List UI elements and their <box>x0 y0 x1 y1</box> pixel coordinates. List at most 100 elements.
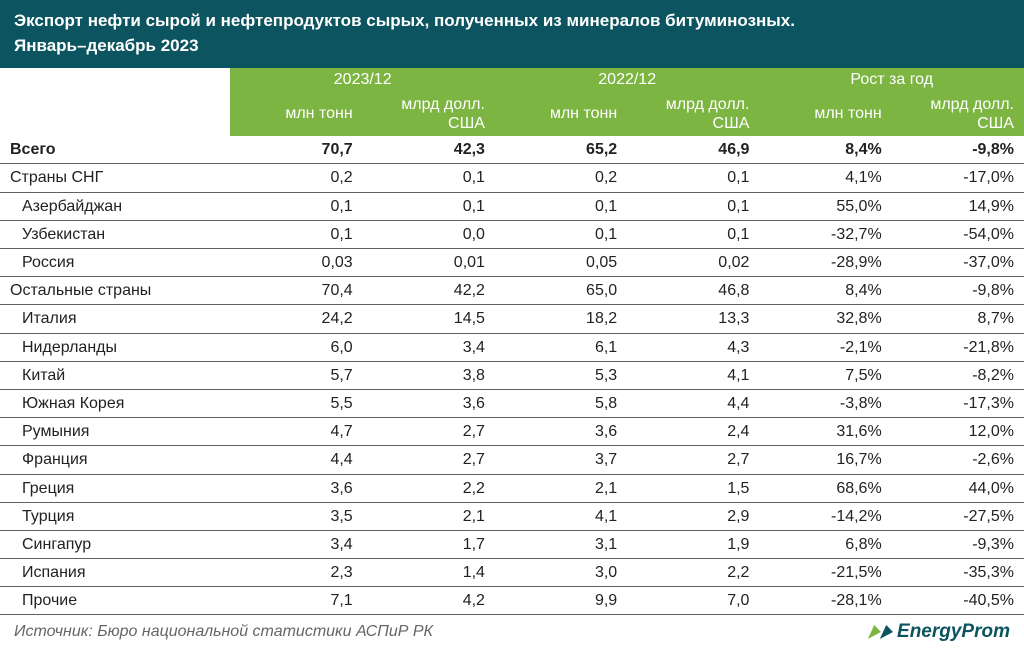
cell-value: 7,0 <box>627 587 759 615</box>
row-label: Азербайджан <box>0 192 230 220</box>
period-2022: 2022/12 <box>495 68 760 92</box>
cell-value: -14,2% <box>759 502 891 530</box>
table-row: Турция3,52,14,12,9-14,2%-27,5% <box>0 502 1024 530</box>
cell-value: 4,4 <box>627 389 759 417</box>
cell-value: 4,7 <box>230 418 362 446</box>
cell-value: -37,0% <box>892 249 1024 277</box>
cell-value: 70,7 <box>230 136 362 164</box>
row-label: Турция <box>0 502 230 530</box>
cell-value: 1,4 <box>363 559 495 587</box>
cell-value: 8,7% <box>892 305 1024 333</box>
cell-value: 8,4% <box>759 277 891 305</box>
table-row: Италия24,214,518,213,332,8%8,7% <box>0 305 1024 333</box>
report-container: Экспорт нефти сырой и нефтепродуктов сыр… <box>0 0 1024 651</box>
unit-usd-3: млрд долл.США <box>892 92 1024 136</box>
cell-value: 6,1 <box>495 333 627 361</box>
cell-value: 4,1% <box>759 164 891 192</box>
cell-value: -28,9% <box>759 249 891 277</box>
cell-value: 70,4 <box>230 277 362 305</box>
unit-usd-2: млрд долл.США <box>627 92 759 136</box>
cell-value: 0,2 <box>230 164 362 192</box>
cell-value: 0,1 <box>230 192 362 220</box>
title-line1: Экспорт нефти сырой и нефтепродуктов сыр… <box>14 10 1010 33</box>
cell-value: 2,9 <box>627 502 759 530</box>
cell-value: 3,6 <box>495 418 627 446</box>
table-row: Страны СНГ0,20,10,20,14,1%-17,0% <box>0 164 1024 192</box>
cell-value: 0,1 <box>363 192 495 220</box>
cell-value: 44,0% <box>892 474 1024 502</box>
cell-value: -21,5% <box>759 559 891 587</box>
cell-value: 1,7 <box>363 530 495 558</box>
cell-value: 4,4 <box>230 446 362 474</box>
cell-value: -9,8% <box>892 136 1024 164</box>
cell-value: 7,1 <box>230 587 362 615</box>
table-row: Азербайджан0,10,10,10,155,0%14,9% <box>0 192 1024 220</box>
cell-value: 5,8 <box>495 389 627 417</box>
cell-value: -9,8% <box>892 277 1024 305</box>
cell-value: 0,1 <box>495 192 627 220</box>
row-label: Сингапур <box>0 530 230 558</box>
cell-value: 46,8 <box>627 277 759 305</box>
cell-value: 3,5 <box>230 502 362 530</box>
cell-value: 2,1 <box>363 502 495 530</box>
period-2023: 2023/12 <box>230 68 495 92</box>
source-text: Источник: Бюро национальной статистики А… <box>14 623 433 641</box>
cell-value: 0,01 <box>363 249 495 277</box>
unit-usd-1: млрд долл.США <box>363 92 495 136</box>
cell-value: 7,5% <box>759 361 891 389</box>
cell-value: -17,3% <box>892 389 1024 417</box>
table-row: Россия0,030,010,050,02-28,9%-37,0% <box>0 249 1024 277</box>
cell-value: 2,3 <box>230 559 362 587</box>
cell-value: 2,2 <box>363 474 495 502</box>
cell-value: 14,5 <box>363 305 495 333</box>
row-label: Узбекистан <box>0 220 230 248</box>
cell-value: 5,7 <box>230 361 362 389</box>
cell-value: 0,1 <box>627 220 759 248</box>
export-table: 2023/12 2022/12 Рост за год млн тонн млр… <box>0 68 1024 616</box>
cell-value: 55,0% <box>759 192 891 220</box>
cell-value: 4,1 <box>627 361 759 389</box>
row-label: Нидерланды <box>0 333 230 361</box>
cell-value: 0,1 <box>363 164 495 192</box>
cell-value: 42,2 <box>363 277 495 305</box>
header-row-units: млн тонн млрд долл.США млн тонн млрд дол… <box>0 92 1024 136</box>
cell-value: -32,7% <box>759 220 891 248</box>
cell-value: 6,0 <box>230 333 362 361</box>
row-label: Всего <box>0 136 230 164</box>
cell-value: -3,8% <box>759 389 891 417</box>
row-label: Страны СНГ <box>0 164 230 192</box>
cell-value: 65,2 <box>495 136 627 164</box>
cell-value: 9,9 <box>495 587 627 615</box>
cell-value: -2,1% <box>759 333 891 361</box>
cell-value: 3,7 <box>495 446 627 474</box>
cell-value: 2,4 <box>627 418 759 446</box>
cell-value: -35,3% <box>892 559 1024 587</box>
cell-value: 0,2 <box>495 164 627 192</box>
row-label: Румыния <box>0 418 230 446</box>
cell-value: 16,7% <box>759 446 891 474</box>
table-body: Всего70,742,365,246,98,4%-9,8%Страны СНГ… <box>0 136 1024 615</box>
row-label: Италия <box>0 305 230 333</box>
table-row: Испания2,31,43,02,2-21,5%-35,3% <box>0 559 1024 587</box>
cell-value: 3,4 <box>363 333 495 361</box>
cell-value: 5,3 <box>495 361 627 389</box>
table-row: Прочие7,14,29,97,0-28,1%-40,5% <box>0 587 1024 615</box>
cell-value: 0,02 <box>627 249 759 277</box>
row-label: Южная Корея <box>0 389 230 417</box>
cell-value: 42,3 <box>363 136 495 164</box>
table-row: Франция4,42,73,72,716,7%-2,6% <box>0 446 1024 474</box>
energyprom-logo: EnergyProm <box>871 621 1010 643</box>
cell-value: 4,2 <box>363 587 495 615</box>
cell-value: 18,2 <box>495 305 627 333</box>
header-row-periods: 2023/12 2022/12 Рост за год <box>0 68 1024 92</box>
cell-value: 24,2 <box>230 305 362 333</box>
cell-value: -21,8% <box>892 333 1024 361</box>
unit-tons-2: млн тонн <box>495 92 627 136</box>
cell-value: 2,2 <box>627 559 759 587</box>
row-label: Испания <box>0 559 230 587</box>
cell-value: -54,0% <box>892 220 1024 248</box>
table-row: Китай5,73,85,34,17,5%-8,2% <box>0 361 1024 389</box>
cell-value: -40,5% <box>892 587 1024 615</box>
cell-value: 32,8% <box>759 305 891 333</box>
title-line2: Январь–декабрь 2023 <box>14 35 1010 58</box>
